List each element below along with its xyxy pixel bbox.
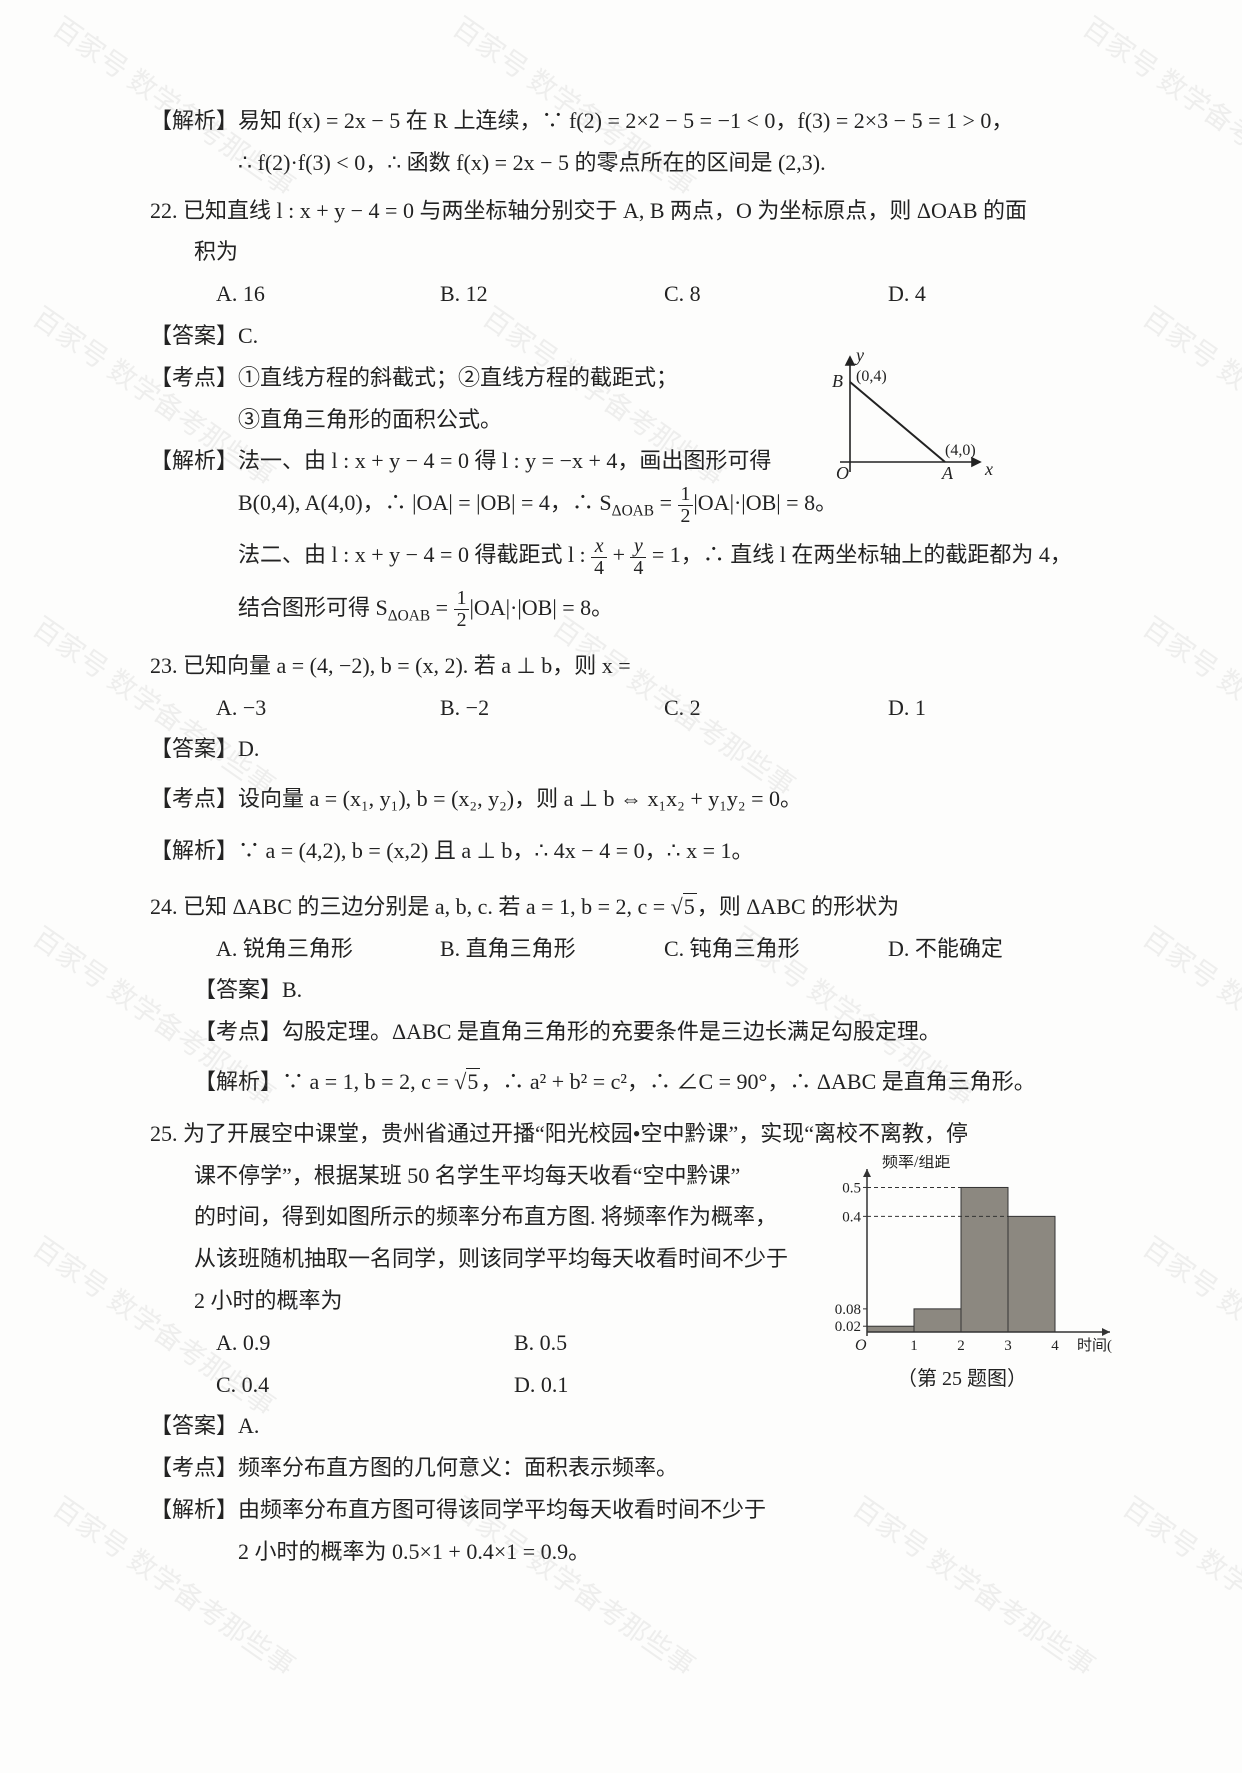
q25-histogram: 频率/组距 0.020.08 0.4 0.5 O 1 2 3 4 时间(h) xyxy=(812,1155,1112,1360)
svg-text:0.08: 0.08 xyxy=(835,1302,861,1318)
svg-text:0.02: 0.02 xyxy=(835,1319,861,1335)
q21-solution-line2: ∴ f(2)·f(3) < 0，∴ 函数 f(x) = 2x − 5 的零点所在… xyxy=(150,142,1112,184)
q22-choice-c: C. 8 xyxy=(664,273,888,315)
q24-choice-c: C. 钝角三角形 xyxy=(664,928,888,970)
q24-stem: 24. 已知 ΔABC 的三边分别是 a, b, c. 若 a = 1, b =… xyxy=(150,886,1112,928)
q24-choice-d: D. 不能确定 xyxy=(888,928,1112,970)
q22-sol4-frac-d: 2 xyxy=(454,610,470,631)
q22-sol3-f1n: x xyxy=(591,536,607,558)
q25-stem-row2: 的时间，得到如图所示的频率分布直方图. 将频率作为概率， xyxy=(150,1196,812,1238)
q22-sol4-a: 结合图形可得 S xyxy=(238,595,388,620)
q25-sol-line1: 【解析】由频率分布直方图可得该同学平均每天收看时间不少于 xyxy=(150,1489,1112,1531)
q24-sol-b: ，∴ a² + b² = c²，∴ ∠C = 90°，∴ ΔABC 是直角三角形… xyxy=(480,1069,1035,1094)
q22-sol2-frac-n: 1 xyxy=(678,484,694,506)
q22-diagram-x: x xyxy=(984,459,993,479)
q22-stem-line1: 22. 已知直线 l : x + y − 4 = 0 与两坐标轴分别交于 A, … xyxy=(150,190,1112,232)
q22-sol2-frac-d: 2 xyxy=(678,506,694,527)
q22-triangle-diagram: O A B x y (0,4) (4,0) xyxy=(790,347,1010,497)
q22-sol4-c: |OA|·|OB| = 8。 xyxy=(469,595,613,620)
q23-sol: 【解析】∵ a = (4,2), b = (x,2) 且 a ⊥ b，∴ 4x … xyxy=(150,830,1112,872)
q22-sol3-f2d: 4 xyxy=(630,558,646,579)
q24-sol: 【解析】∵ a = 1, b = 2, c = 5，∴ a² + b² = c²… xyxy=(150,1061,1112,1103)
q25-stem-row1: 课不停学”，根据某班 50 名学生平均每天收看“空中黔课” xyxy=(150,1155,812,1197)
q23-stem: 23. 已知向量 a = (4, −2), b = (x, 2). 若 a ⊥ … xyxy=(150,645,1112,687)
q24-stem-rad: 5 xyxy=(683,893,697,919)
svg-text:3: 3 xyxy=(1004,1338,1012,1354)
q23-choice-a: A. −3 xyxy=(216,687,440,729)
svg-text:1: 1 xyxy=(910,1338,918,1354)
q24-answer: 【答案】B. xyxy=(150,969,1112,1011)
q22-diagram-O: O xyxy=(836,463,849,483)
q25-answer: 【答案】A. xyxy=(150,1405,1112,1447)
q25-choice-d: D. 0.1 xyxy=(514,1364,812,1406)
q22-diagram-A: A xyxy=(941,463,954,483)
q24-stem-b: ，则 ΔABC 的形状为 xyxy=(697,894,899,919)
q22-diagram-B: B xyxy=(832,371,843,391)
svg-text:O: O xyxy=(855,1337,867,1354)
svg-text:2: 2 xyxy=(957,1338,965,1354)
q22-choice-b: B. 12 xyxy=(440,273,664,315)
page: 百家号 数学备考那些事百家号 数学备考那些事百家号 数学备考那些事百家号 数学备… xyxy=(0,0,1242,1773)
q24-choices: A. 锐角三角形 B. 直角三角形 C. 钝角三角形 D. 不能确定 xyxy=(150,928,1112,970)
q21-solution-line1: 【解析】易知 f(x) = 2x − 5 在 R 上连续，∵ f(2) = 2×… xyxy=(150,100,1112,142)
q22-diagram-pB: (0,4) xyxy=(856,368,887,385)
q24-sol-a: 【解析】∵ a = 1, b = 2, c = xyxy=(194,1069,454,1094)
q22-choice-d: D. 4 xyxy=(888,273,1112,315)
q23-choice-d: D. 1 xyxy=(888,687,1112,729)
q23-answer: 【答案】D. xyxy=(150,728,1112,770)
svg-text:0.4: 0.4 xyxy=(842,1209,861,1225)
q22-sol3-mid: + xyxy=(607,542,630,567)
q22-choice-a: A. 16 xyxy=(216,273,440,315)
q22-diagram-pA: (4,0) xyxy=(945,442,976,459)
svg-text:4: 4 xyxy=(1051,1338,1059,1354)
q22-sol3-a: 法二、由 l : x + y − 4 = 0 得截距式 l : xyxy=(238,542,591,567)
q22-sol2-a: B(0,4), A(4,0)，∴ |OA| = |OB| = 4，∴ S xyxy=(238,490,612,515)
q22-sol4-frac-n: 1 xyxy=(454,588,470,610)
q22-sol-line4: 结合图形可得 SΔOAB = 12|OA|·|OB| = 8。 xyxy=(150,587,1112,631)
q25-stem-row3: 从该班随机抽取一名同学，则该同学平均每天收看时间不少于 xyxy=(150,1238,812,1280)
q24-choice-b: B. 直角三角形 xyxy=(440,928,664,970)
svg-text:0.5: 0.5 xyxy=(842,1180,861,1196)
q25-choice-c: C. 0.4 xyxy=(216,1364,514,1406)
q22-stem-line2: 积为 xyxy=(150,231,1112,273)
q23-choice-b: B. −2 xyxy=(440,687,664,729)
q25-chart-caption: （第 25 题图） xyxy=(812,1360,1112,1398)
q25-choice-b: B. 0.5 xyxy=(514,1322,812,1364)
q25-sol-line2: 2 小时的概率为 0.5×1 + 0.4×1 = 0.9。 xyxy=(150,1531,1112,1573)
q25-kp: 【考点】频率分布直方图的几何意义：面积表示频率。 xyxy=(150,1447,1112,1489)
q23-choices: A. −3 B. −2 C. 2 D. 1 xyxy=(150,687,1112,729)
q24-sol-rad: 5 xyxy=(466,1068,480,1094)
q22-sol3-b: = 1，∴ 直线 l 在两坐标轴上的截距都为 4， xyxy=(646,542,1072,567)
q22-sol2-b: = xyxy=(654,490,677,515)
q24-kp: 【考点】勾股定理。ΔABC 是直角三角形的充要条件是三边长满足勾股定理。 xyxy=(150,1011,1112,1053)
q22-sol4-b: = xyxy=(430,595,453,620)
q23-kp: 【考点】设向量 a = (x₁, y₁), b = (x₂, y₂)，则 a ⊥… xyxy=(150,778,1112,820)
q22-sol2-sub: ΔOAB xyxy=(612,503,654,520)
q24-stem-a: 24. 已知 ΔABC 的三边分别是 a, b, c. 若 a = 1, b =… xyxy=(150,894,671,919)
q25-stem-line1: 25. 为了开展空中课堂，贵州省通过开播“阳光校园•空中黔课”，实现“离校不离教… xyxy=(150,1113,1112,1155)
q22-sol3-f2n: y xyxy=(630,536,646,558)
q24-choice-a: A. 锐角三角形 xyxy=(216,928,440,970)
q22-sol3-f1d: 4 xyxy=(591,558,607,579)
q25-stem-row4: 2 小时的概率为 xyxy=(150,1280,812,1322)
svg-text:频率/组距: 频率/组距 xyxy=(882,1155,950,1171)
q22-choices: A. 16 B. 12 C. 8 D. 4 xyxy=(150,273,1112,315)
svg-text:时间(h): 时间(h) xyxy=(1077,1337,1112,1354)
q23-choice-c: C. 2 xyxy=(664,687,888,729)
q25-choices: A. 0.9 B. 0.5 C. 0.4 D. 0.1 xyxy=(150,1322,812,1406)
q22-sol-line3: 法二、由 l : x + y − 4 = 0 得截距式 l : x4 + y4 … xyxy=(150,534,1112,578)
q22-sol4-sub: ΔOAB xyxy=(388,607,430,624)
q22-diagram-y: y xyxy=(854,347,864,365)
q25-choice-a: A. 0.9 xyxy=(216,1322,514,1364)
